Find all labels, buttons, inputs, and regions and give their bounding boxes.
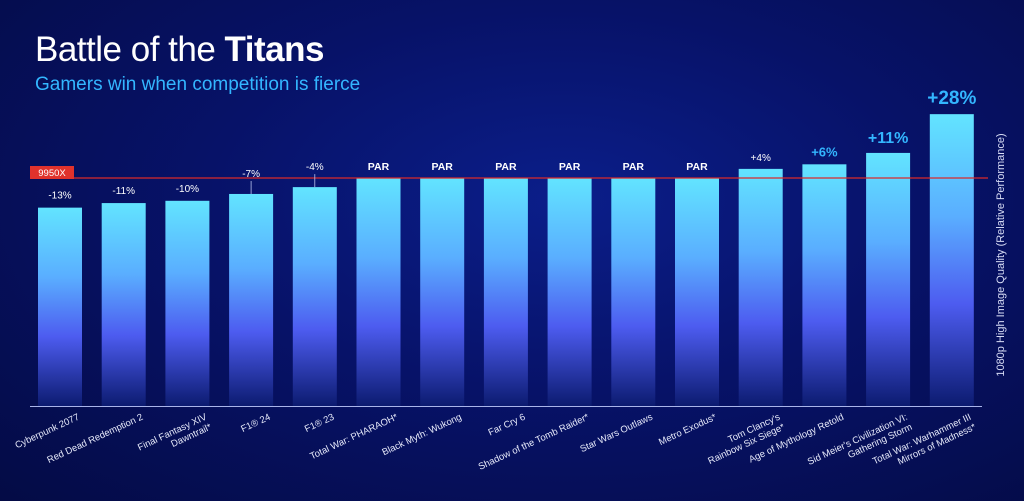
- bar-value-label: -13%: [48, 191, 71, 202]
- y-axis-label: 1080p High Image Quality (Relative Perfo…: [995, 133, 1007, 377]
- bar: [675, 178, 719, 406]
- bar-value-label: PAR: [495, 161, 517, 173]
- bar: [802, 164, 847, 406]
- bar: [738, 168, 783, 406]
- category-label: F1® 24: [239, 412, 272, 435]
- bar-value-label: PAR: [432, 161, 454, 173]
- bar: [929, 114, 974, 406]
- page-title: Battle of the Titans: [35, 30, 324, 70]
- title-light: Battle of the: [35, 30, 225, 69]
- bar: [866, 152, 911, 406]
- bar: [547, 178, 592, 406]
- bar-value-label: +6%: [811, 144, 838, 159]
- bar: [483, 178, 528, 406]
- bar-value-label: PAR: [686, 161, 708, 173]
- bar-value-label: -10%: [176, 184, 199, 195]
- bar-value-label: -4%: [306, 162, 324, 173]
- category-label: Final Fantasy XIVDawntrail*: [136, 411, 214, 463]
- bar-value-label: +28%: [927, 88, 976, 109]
- bar-value-label: +4%: [751, 153, 771, 164]
- bar: [101, 203, 146, 406]
- bar-value-label: -7%: [242, 169, 260, 180]
- bar-value-label: PAR: [559, 161, 581, 173]
- bar: [611, 178, 656, 406]
- category-label: Far Cry 6: [487, 412, 528, 439]
- bar-value-label: PAR: [623, 161, 645, 173]
- bar-value-label: PAR: [368, 161, 390, 173]
- title-bold: Titans: [224, 30, 325, 69]
- bar: [292, 187, 337, 406]
- bar: [420, 178, 465, 406]
- bar-value-label: -11%: [112, 186, 135, 197]
- page-subtitle: Gamers win when competition is fierce: [35, 74, 361, 95]
- bar-value-label: +11%: [868, 130, 908, 147]
- category-label: F1® 23: [303, 412, 336, 435]
- category-label: Metro Exodus*: [657, 412, 718, 448]
- bar: [229, 193, 274, 406]
- baseline-tag: 9950X: [30, 166, 74, 179]
- category-label: Shadow of the Tomb Raider*: [477, 412, 591, 473]
- category-label: Star Wars Outlaws: [578, 412, 654, 455]
- bar: [165, 200, 210, 406]
- bar: [356, 178, 401, 406]
- bar: [38, 207, 82, 406]
- baseline-label: 9950X: [38, 168, 66, 179]
